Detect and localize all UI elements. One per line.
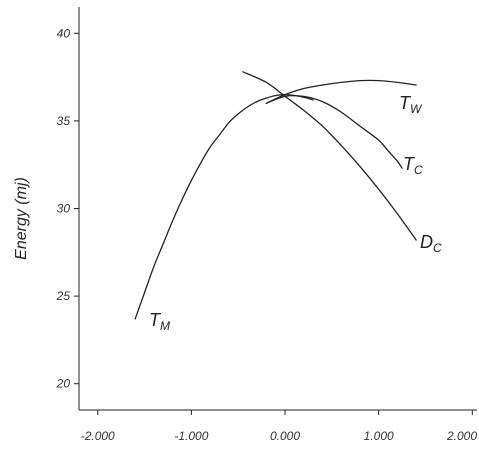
series-label-tc: TC (403, 154, 423, 177)
series-label-tw: TW (399, 93, 423, 116)
series-label-tm-main: T (149, 310, 162, 330)
x-tick-label: 0.000 (270, 429, 300, 443)
series-layer (134, 71, 417, 320)
series-line-dc (242, 71, 417, 241)
series-label-dc: DC (420, 232, 442, 255)
x-tick-label: -1.000 (174, 429, 208, 443)
series-label-tm-sub: M (160, 319, 170, 333)
x-tick-label: 2.000 (446, 429, 477, 443)
series-label-tc-sub: C (414, 163, 423, 177)
series-label-tw-sub: W (410, 102, 423, 116)
y-tick-label: 30 (57, 202, 71, 216)
series-label-tw-main: T (399, 93, 412, 113)
series-label-tc-main: T (403, 154, 416, 174)
y-tick-label: 35 (57, 114, 71, 128)
y-tick-label: 40 (57, 26, 71, 40)
x-tick-label: 1.000 (364, 429, 394, 443)
series-line-tm (134, 93, 314, 320)
series-label-tm: TM (149, 310, 170, 333)
y-axis-title: Energy (mj) (13, 177, 30, 260)
y-tick-label: 25 (56, 289, 71, 303)
y-tick-label: 20 (56, 377, 71, 391)
series-line-tw (265, 79, 417, 105)
series-label-dc-sub: C (433, 241, 442, 255)
x-tick-label: -2.000 (81, 429, 115, 443)
axes-layer: 20 25 30 35 40 -2.000 -1.000 0.000 1.000 2.000 Ene… (13, 7, 477, 443)
series-line-tc (265, 94, 403, 169)
series-label-dc-main: D (420, 232, 433, 252)
